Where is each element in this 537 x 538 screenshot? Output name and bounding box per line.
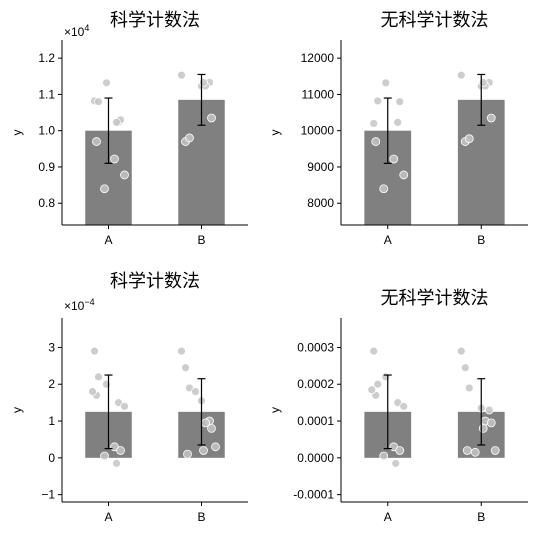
data-point [399, 401, 409, 411]
data-point [381, 372, 391, 382]
data-point [92, 137, 101, 146]
x-tick-label: A [384, 510, 392, 524]
data-point [177, 346, 186, 356]
chart-title: 科学计数法 [110, 271, 200, 292]
data-point [199, 78, 208, 87]
chart-panel-3: 科学计数法 −1 0 1 2 3 A By ×10−4 [10, 271, 248, 524]
y-axis-label: y [10, 130, 24, 136]
y-tick-label: -0.0001 [293, 488, 334, 502]
data-point [177, 70, 186, 80]
x-tick-label: A [384, 233, 392, 247]
data-point [478, 423, 488, 433]
y-axis-label: y [268, 407, 282, 413]
data-point [110, 154, 119, 164]
x-tick-label: B [197, 233, 205, 247]
data-point [90, 346, 99, 356]
chart-panel-2: 无科学计数法 8000 9000 10000 11000 12000 A By [268, 10, 528, 247]
y-tick-label: 11000 [302, 87, 335, 101]
axis-offset-text: ×10−4 [64, 297, 95, 313]
data-point [199, 446, 208, 455]
data-point [207, 423, 216, 433]
data-point [211, 442, 220, 452]
data-point [399, 170, 409, 180]
data-point [460, 363, 470, 373]
y-tick-label: 10000 [301, 124, 335, 138]
data-point [373, 96, 383, 106]
chart-title: 科学计数法 [110, 10, 200, 31]
data-point [389, 154, 399, 164]
data-point [490, 446, 500, 455]
chart-title: 无科学计数法 [381, 10, 489, 31]
data-point [456, 70, 466, 80]
data-point [371, 137, 381, 146]
data-point [102, 78, 111, 88]
x-tick-label: B [197, 510, 205, 524]
data-point [191, 387, 200, 397]
y-tick-label: 2 [48, 377, 55, 391]
y-tick-label: 0.8 [38, 196, 55, 210]
x-tick-label: A [104, 233, 112, 247]
data-point [183, 449, 192, 459]
y-tick-label: 0.0002 [297, 377, 334, 391]
data-point [484, 405, 494, 415]
y-tick-label: 0.0003 [297, 340, 334, 354]
data-point [464, 134, 474, 144]
data-point [464, 383, 474, 393]
data-point [94, 97, 103, 107]
y-tick-label: 1.2 [38, 51, 55, 65]
y-tick-label: −1 [41, 488, 55, 502]
data-point [369, 346, 379, 356]
data-point [462, 446, 472, 455]
data-point [393, 117, 403, 127]
axis-offset-text: ×104 [64, 23, 89, 39]
y-tick-label: 0.9 [38, 160, 55, 174]
data-point [381, 78, 391, 88]
data-point [395, 97, 405, 107]
x-tick-label: A [104, 510, 112, 524]
x-tick-label: B [477, 510, 485, 524]
data-point [100, 184, 109, 194]
y-tick-label: 0 [48, 451, 55, 465]
data-point [112, 117, 121, 127]
data-point [185, 133, 194, 143]
data-point [369, 119, 379, 128]
data-point [478, 78, 488, 87]
data-point [94, 372, 103, 382]
data-point [120, 170, 129, 180]
data-point [120, 401, 129, 411]
data-point [207, 113, 216, 123]
y-axis-label: y [10, 407, 24, 413]
data-point [181, 363, 190, 373]
y-tick-label: 1.0 [38, 124, 55, 138]
x-tick-label: B [477, 233, 485, 247]
data-point [102, 379, 111, 389]
y-tick-label: 1.1 [38, 87, 55, 101]
y-tick-label: 1 [48, 414, 55, 428]
y-tick-label: 12000 [301, 51, 335, 65]
data-point [373, 379, 383, 389]
chart-panel-4: 无科学计数法 -0.0001 0.0000 0.0001 0.0002 0.0003 A By [268, 288, 528, 524]
y-tick-label: 9000 [307, 160, 334, 174]
data-point [395, 446, 405, 455]
data-point [116, 446, 125, 455]
data-point [88, 387, 97, 397]
data-point [379, 184, 389, 194]
chart-panel-1: 科学计数法 0.8 0.9 1.0 1.1 1.2 A By ×104 [10, 10, 248, 247]
data-point [367, 385, 377, 395]
data-point [379, 451, 389, 461]
y-axis-label: y [268, 130, 282, 136]
data-point [486, 113, 496, 123]
chart-title: 无科学计数法 [381, 288, 489, 309]
y-tick-label: 0.0000 [297, 451, 334, 465]
data-point [470, 447, 480, 457]
data-point [486, 418, 496, 428]
data-point [112, 458, 121, 468]
data-point [391, 458, 401, 468]
y-tick-label: 8000 [307, 196, 334, 210]
data-point [100, 451, 109, 461]
data-point [456, 346, 466, 356]
y-tick-label: 0.0001 [297, 414, 334, 428]
y-tick-label: 3 [48, 340, 55, 354]
